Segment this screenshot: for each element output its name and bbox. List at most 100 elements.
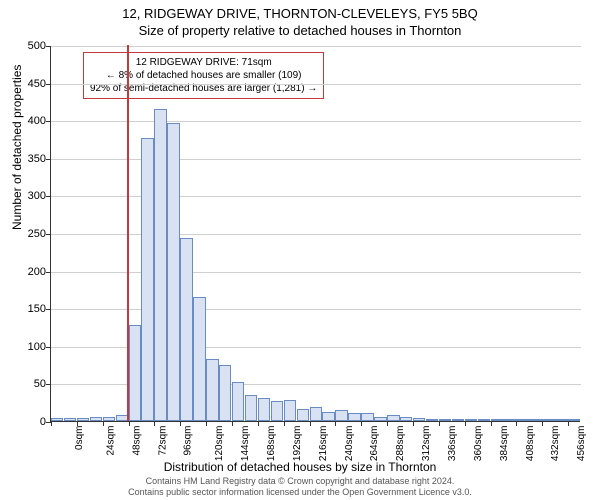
- xtick-mark: [284, 421, 285, 426]
- xtick-label: 144sqm: [240, 426, 251, 462]
- xtick-mark: [232, 421, 233, 426]
- xtick-label: 408sqm: [525, 426, 536, 462]
- ytick-label: 150: [28, 303, 46, 315]
- histogram-bar: [219, 365, 231, 421]
- histogram-bar: [51, 418, 63, 421]
- histogram-bar: [284, 400, 296, 421]
- ytick-mark: [46, 384, 51, 385]
- xtick-mark: [103, 421, 104, 426]
- histogram-bar: [361, 413, 373, 421]
- ytick-mark: [46, 309, 51, 310]
- histogram-bar: [322, 412, 334, 421]
- xtick-mark: [129, 421, 130, 426]
- xtick-mark: [154, 421, 155, 426]
- ytick-mark: [46, 159, 51, 160]
- gridline: [51, 196, 581, 197]
- histogram-bar: [439, 419, 451, 421]
- xtick-mark: [180, 421, 181, 426]
- xtick-mark: [310, 421, 311, 426]
- xtick-label: 0sqm: [74, 426, 85, 450]
- y-axis-label: Number of detached properties: [10, 65, 24, 230]
- ytick-mark: [46, 46, 51, 47]
- histogram-bar: [232, 382, 244, 421]
- gridline: [51, 159, 581, 160]
- ytick-label: 500: [28, 40, 46, 52]
- footer-attribution: Contains HM Land Registry data © Crown c…: [0, 476, 600, 498]
- xtick-mark: [51, 421, 52, 426]
- ytick-label: 0: [40, 416, 46, 428]
- histogram-bar: [310, 407, 322, 421]
- histogram-bar: [206, 359, 218, 421]
- histogram-bar: [129, 325, 141, 421]
- plot-area: 12 RIDGEWAY DRIVE: 71sqm← 8% of detached…: [50, 46, 580, 422]
- histogram-bar: [167, 123, 179, 421]
- histogram-bar: [516, 419, 528, 421]
- xtick-label: 240sqm: [344, 426, 355, 462]
- marker-line: [127, 45, 129, 421]
- xtick-label: 336sqm: [447, 426, 458, 462]
- ytick-label: 50: [34, 378, 46, 390]
- xtick-label: 264sqm: [369, 426, 380, 462]
- histogram-bar: [413, 418, 425, 421]
- histogram-bar: [141, 138, 153, 421]
- xtick-label: 96sqm: [183, 426, 194, 456]
- xtick-label: 360sqm: [473, 426, 484, 462]
- ytick-label: 200: [28, 266, 46, 278]
- histogram-bar: [542, 419, 554, 421]
- xtick-label: 24sqm: [105, 426, 116, 456]
- gridline: [51, 272, 581, 273]
- histogram-bar: [271, 401, 283, 421]
- xtick-mark: [361, 421, 362, 426]
- annotation-box: 12 RIDGEWAY DRIVE: 71sqm← 8% of detached…: [83, 52, 324, 99]
- ytick-mark: [46, 272, 51, 273]
- xtick-mark: [387, 421, 388, 426]
- xtick-label: 384sqm: [499, 426, 510, 462]
- xtick-label: 312sqm: [421, 426, 432, 462]
- gridline: [51, 121, 581, 122]
- histogram-bar: [103, 417, 115, 422]
- chart-area: 12 RIDGEWAY DRIVE: 71sqm← 8% of detached…: [50, 46, 580, 422]
- histogram-bar: [297, 409, 309, 421]
- x-axis-label: Distribution of detached houses by size …: [0, 460, 600, 474]
- histogram-bar: [529, 419, 541, 421]
- histogram-bar: [374, 417, 386, 422]
- histogram-bar: [335, 410, 347, 421]
- ytick-mark: [46, 121, 51, 122]
- xtick-mark: [258, 421, 259, 426]
- ytick-label: 300: [28, 190, 46, 202]
- histogram-bar: [387, 415, 399, 421]
- xtick-label: 120sqm: [214, 426, 225, 462]
- histogram-bar: [568, 419, 580, 421]
- histogram-bar: [245, 395, 257, 421]
- footer-line-1: Contains HM Land Registry data © Crown c…: [0, 476, 600, 487]
- gridline: [51, 84, 581, 85]
- page-title-main: 12, RIDGEWAY DRIVE, THORNTON-CLEVELEYS, …: [0, 0, 600, 21]
- annotation-line: 12 RIDGEWAY DRIVE: 71sqm: [90, 56, 317, 69]
- histogram-bar: [193, 297, 205, 421]
- xtick-label: 288sqm: [395, 426, 406, 462]
- ytick-mark: [46, 196, 51, 197]
- ytick-label: 450: [28, 78, 46, 90]
- ytick-mark: [46, 234, 51, 235]
- xtick-mark: [77, 421, 78, 426]
- xtick-label: 48sqm: [131, 426, 142, 456]
- xtick-mark: [465, 421, 466, 426]
- xtick-label: 168sqm: [266, 426, 277, 462]
- ytick-label: 350: [28, 153, 46, 165]
- histogram-bar: [180, 238, 192, 421]
- ytick-label: 250: [28, 228, 46, 240]
- gridline: [51, 234, 581, 235]
- ytick-label: 100: [28, 341, 46, 353]
- histogram-bar: [258, 398, 270, 421]
- histogram-bar: [426, 419, 438, 421]
- xtick-label: 192sqm: [292, 426, 303, 462]
- xtick-mark: [542, 421, 543, 426]
- xtick-mark: [206, 421, 207, 426]
- histogram-bar: [90, 417, 102, 421]
- xtick-label: 72sqm: [157, 426, 168, 456]
- histogram-bar: [452, 419, 464, 421]
- footer-line-2: Contains public sector information licen…: [0, 487, 600, 498]
- histogram-bar: [154, 109, 166, 421]
- histogram-bar: [491, 419, 503, 421]
- histogram-bar: [400, 417, 412, 421]
